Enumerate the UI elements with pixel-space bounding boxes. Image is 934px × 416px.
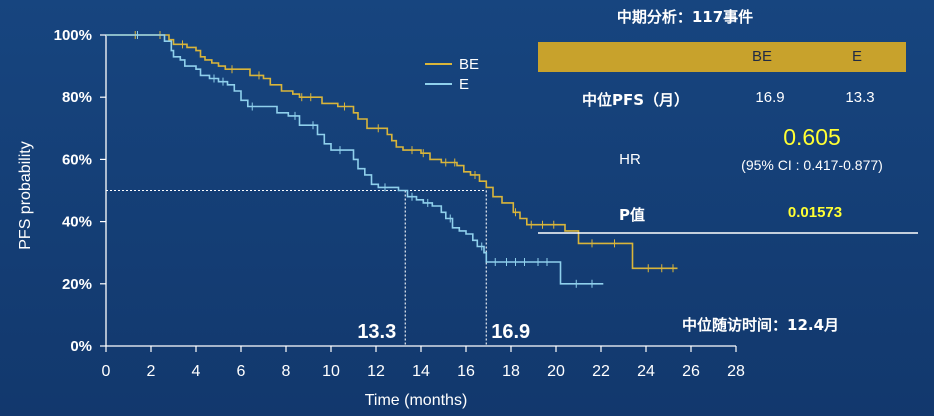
hr-label: HR bbox=[619, 151, 641, 168]
x-axis-title: Time (months) bbox=[365, 392, 468, 409]
km-curve-be bbox=[106, 34, 678, 270]
x-tick-label-16: 16 bbox=[457, 363, 475, 380]
x-tick-label-24: 24 bbox=[637, 363, 655, 380]
x-tick-label-8: 8 bbox=[282, 363, 291, 380]
p-value: 0.01573 bbox=[787, 204, 843, 221]
median-label-1: 16.9 bbox=[491, 321, 530, 343]
median-label-0: 13.3 bbox=[357, 321, 396, 343]
analysis-header: 中期分析：117事件 bbox=[616, 8, 754, 26]
x-tick-label-10: 10 bbox=[322, 363, 340, 380]
legend-label-e: E bbox=[459, 76, 469, 93]
y-axis-title: PFS probability bbox=[17, 141, 34, 250]
col-header-e: E bbox=[852, 48, 863, 65]
x-tick-label-22: 22 bbox=[592, 363, 610, 380]
x-tick-label-4: 4 bbox=[192, 363, 201, 380]
y-tick-label-0: 0% bbox=[70, 338, 92, 355]
y-tick-label-40: 40% bbox=[62, 214, 92, 231]
y-tick-label-80: 80% bbox=[62, 89, 92, 106]
x-tick-label-12: 12 bbox=[367, 363, 385, 380]
x-tick-label-20: 20 bbox=[547, 363, 565, 380]
col-header-be: BE bbox=[752, 48, 773, 65]
x-tick-label-2: 2 bbox=[147, 363, 156, 380]
legend-label-be: BE bbox=[459, 56, 479, 73]
y-tick-label-100: 100% bbox=[54, 27, 92, 44]
x-tick-label-28: 28 bbox=[727, 363, 745, 380]
table-header-band: BE E bbox=[538, 42, 906, 72]
x-tick-label-14: 14 bbox=[412, 363, 430, 380]
median-pfs-e: 13.3 bbox=[845, 89, 875, 106]
median-followup: 中位随访时间：12.4月 bbox=[682, 316, 840, 334]
p-label: P值 bbox=[619, 206, 645, 224]
y-tick-label-60: 60% bbox=[62, 151, 92, 168]
median-pfs-be: 16.9 bbox=[755, 89, 785, 106]
x-tick-label-6: 6 bbox=[237, 363, 246, 380]
hr-ci: (95% CI : 0.417-0.877) bbox=[741, 157, 883, 173]
median-pfs-label: 中位PFS（月） bbox=[581, 91, 690, 109]
y-tick-label-20: 20% bbox=[62, 276, 92, 293]
x-tick-label-0: 0 bbox=[102, 363, 111, 380]
x-tick-label-18: 18 bbox=[502, 363, 520, 380]
hr-value: 0.605 bbox=[783, 124, 841, 150]
km-curve-e bbox=[106, 34, 604, 285]
x-tick-label-26: 26 bbox=[682, 363, 700, 380]
